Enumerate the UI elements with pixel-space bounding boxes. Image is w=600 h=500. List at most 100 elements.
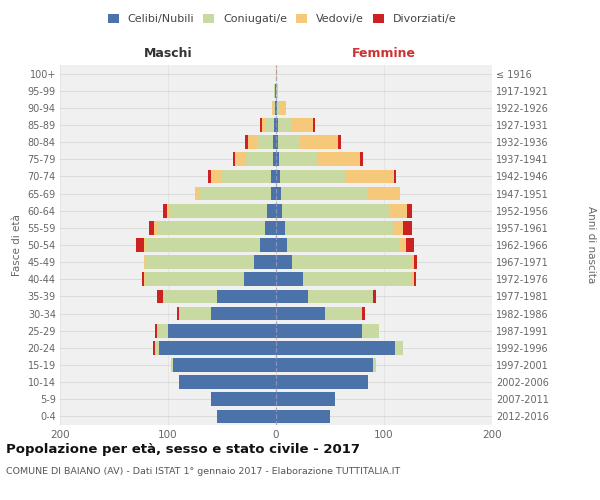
Bar <box>406 238 414 252</box>
Bar <box>160 341 276 354</box>
Bar <box>136 238 144 252</box>
Bar <box>273 136 276 149</box>
Bar <box>277 101 280 114</box>
Bar <box>179 376 276 389</box>
Bar <box>407 204 412 218</box>
Bar <box>163 290 217 304</box>
Bar <box>280 170 345 183</box>
Bar <box>394 170 396 183</box>
Bar <box>338 136 341 149</box>
Bar <box>283 204 391 218</box>
Bar <box>217 410 276 424</box>
Bar <box>291 118 313 132</box>
Bar <box>146 256 254 269</box>
Bar <box>276 101 277 114</box>
Bar <box>265 118 274 132</box>
Bar <box>155 341 160 354</box>
Bar <box>362 324 379 338</box>
Bar <box>345 170 394 183</box>
Bar <box>280 101 286 114</box>
Bar <box>317 152 360 166</box>
Bar <box>157 324 168 338</box>
Bar <box>276 84 277 98</box>
Bar <box>414 256 418 269</box>
Bar <box>146 272 244 286</box>
Bar <box>373 358 376 372</box>
Bar <box>279 152 317 166</box>
Bar <box>276 290 308 304</box>
Bar <box>308 290 373 304</box>
Bar <box>276 221 284 234</box>
Bar <box>260 238 276 252</box>
Bar <box>275 101 276 114</box>
Bar <box>254 256 276 269</box>
Bar <box>208 170 211 183</box>
Bar <box>154 221 157 234</box>
Bar <box>276 392 335 406</box>
Bar <box>144 256 146 269</box>
Bar <box>276 118 278 132</box>
Bar <box>368 186 400 200</box>
Bar <box>260 118 262 132</box>
Bar <box>200 186 271 200</box>
Bar <box>276 306 325 320</box>
Bar <box>373 290 376 304</box>
Text: Femmine: Femmine <box>352 47 416 60</box>
Bar <box>395 341 403 354</box>
Bar <box>233 152 235 166</box>
Bar <box>300 136 338 149</box>
Bar <box>273 101 275 114</box>
Bar <box>278 136 300 149</box>
Text: Popolazione per età, sesso e stato civile - 2017: Popolazione per età, sesso e stato civil… <box>6 442 360 456</box>
Bar <box>292 256 411 269</box>
Bar <box>157 290 163 304</box>
Bar <box>276 170 280 183</box>
Bar <box>222 170 271 183</box>
Bar <box>325 306 362 320</box>
Bar <box>281 186 368 200</box>
Bar <box>276 204 283 218</box>
Bar <box>403 221 412 234</box>
Bar <box>163 204 167 218</box>
Bar <box>144 238 146 252</box>
Bar <box>414 272 416 286</box>
Bar <box>303 272 411 286</box>
Bar <box>170 204 268 218</box>
Bar <box>171 358 173 372</box>
Bar <box>276 410 330 424</box>
Bar <box>272 101 273 114</box>
Bar <box>276 272 303 286</box>
Bar <box>235 152 246 166</box>
Bar <box>287 238 400 252</box>
Bar <box>268 204 276 218</box>
Bar <box>217 290 276 304</box>
Bar <box>246 152 273 166</box>
Bar <box>173 358 276 372</box>
Bar <box>179 306 211 320</box>
Bar <box>313 118 315 132</box>
Bar <box>211 392 276 406</box>
Bar <box>146 238 260 252</box>
Bar <box>275 84 276 98</box>
Bar <box>168 324 276 338</box>
Bar <box>167 204 170 218</box>
Bar <box>245 136 248 149</box>
Bar <box>211 170 222 183</box>
Bar <box>276 136 278 149</box>
Bar <box>265 221 276 234</box>
Bar <box>271 186 276 200</box>
Bar <box>153 341 155 354</box>
Bar <box>149 221 154 234</box>
Bar <box>278 118 291 132</box>
Bar <box>276 66 277 80</box>
Bar <box>276 341 395 354</box>
Bar <box>362 306 365 320</box>
Text: Anni di nascita: Anni di nascita <box>586 206 596 284</box>
Bar <box>271 170 276 183</box>
Bar <box>176 306 179 320</box>
Bar <box>144 272 146 286</box>
Text: COMUNE DI BAIANO (AV) - Dati ISTAT 1° gennaio 2017 - Elaborazione TUTTITALIA.IT: COMUNE DI BAIANO (AV) - Dati ISTAT 1° ge… <box>6 468 400 476</box>
Bar <box>248 136 257 149</box>
Bar <box>276 256 292 269</box>
Bar <box>277 84 278 98</box>
